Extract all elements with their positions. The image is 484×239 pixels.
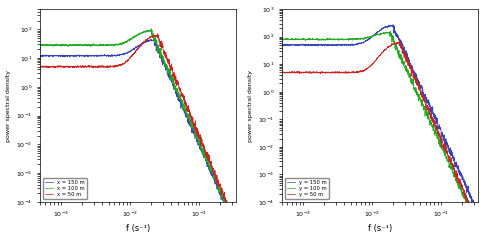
Line: x = 100 m: x = 100 m: [40, 29, 237, 233]
y = 100 m: [354, 38, 360, 40]
x = 150 m: [112, 54, 118, 57]
y = 50 m: [451, 168, 456, 171]
y = 150 m: [390, 23, 395, 26]
y = 100 m: [279, 46, 285, 49]
x = 100 m: [60, 44, 65, 47]
x = 100 m: [230, 216, 236, 219]
x = 50 m: [37, 74, 43, 77]
Legend: x = 150 m, x = 100 m, x = 50 m: x = 150 m, x = 100 m, x = 50 m: [43, 178, 87, 199]
x = 50 m: [121, 62, 127, 65]
y = 150 m: [302, 43, 307, 46]
x = 100 m: [209, 168, 214, 171]
y = 100 m: [472, 216, 478, 219]
x = 100 m: [121, 42, 127, 44]
y = 150 m: [313, 43, 319, 46]
X-axis label: f (s⁻¹): f (s⁻¹): [126, 224, 151, 234]
Legend: y = 150 m, y = 100 m, y = 50 m: y = 150 m, y = 100 m, y = 50 m: [285, 178, 329, 199]
y = 150 m: [451, 157, 456, 160]
y = 50 m: [354, 70, 360, 73]
y = 100 m: [363, 36, 369, 39]
y = 50 m: [396, 37, 402, 40]
y = 150 m: [354, 42, 360, 45]
y = 100 m: [387, 30, 393, 33]
Line: y = 50 m: y = 50 m: [282, 38, 479, 227]
x = 50 m: [155, 32, 161, 35]
x = 150 m: [151, 37, 156, 40]
Y-axis label: power spectral density: power spectral density: [247, 70, 253, 141]
x = 150 m: [230, 221, 236, 223]
y = 100 m: [302, 38, 307, 41]
Line: x = 50 m: x = 50 m: [40, 34, 237, 234]
x = 50 m: [60, 65, 65, 68]
Line: y = 100 m: y = 100 m: [282, 31, 479, 230]
y = 50 m: [476, 225, 482, 228]
y = 50 m: [313, 71, 319, 74]
Y-axis label: power spectral density: power spectral density: [5, 70, 11, 141]
x = 100 m: [234, 232, 240, 234]
y = 50 m: [472, 219, 478, 222]
y = 150 m: [476, 219, 482, 222]
y = 50 m: [302, 71, 307, 74]
x = 50 m: [209, 165, 214, 168]
y = 150 m: [363, 39, 369, 42]
x = 100 m: [148, 27, 154, 30]
y = 50 m: [363, 68, 369, 71]
X-axis label: f (s⁻¹): f (s⁻¹): [368, 224, 393, 234]
x = 50 m: [112, 65, 118, 68]
x = 150 m: [71, 54, 77, 57]
x = 150 m: [233, 232, 239, 234]
y = 100 m: [476, 228, 482, 231]
x = 100 m: [37, 52, 43, 54]
x = 50 m: [230, 214, 236, 217]
x = 150 m: [37, 62, 43, 65]
Line: y = 150 m: y = 150 m: [282, 25, 479, 221]
x = 150 m: [234, 229, 240, 232]
y = 100 m: [313, 38, 319, 41]
Line: x = 150 m: x = 150 m: [40, 38, 237, 233]
x = 100 m: [112, 43, 118, 46]
y = 100 m: [451, 172, 456, 175]
y = 150 m: [472, 204, 478, 207]
x = 150 m: [60, 54, 65, 57]
x = 50 m: [234, 233, 240, 236]
y = 50 m: [279, 80, 285, 83]
x = 150 m: [209, 173, 214, 176]
x = 150 m: [121, 52, 127, 55]
y = 150 m: [279, 51, 285, 54]
x = 50 m: [71, 66, 77, 69]
x = 100 m: [71, 44, 77, 47]
